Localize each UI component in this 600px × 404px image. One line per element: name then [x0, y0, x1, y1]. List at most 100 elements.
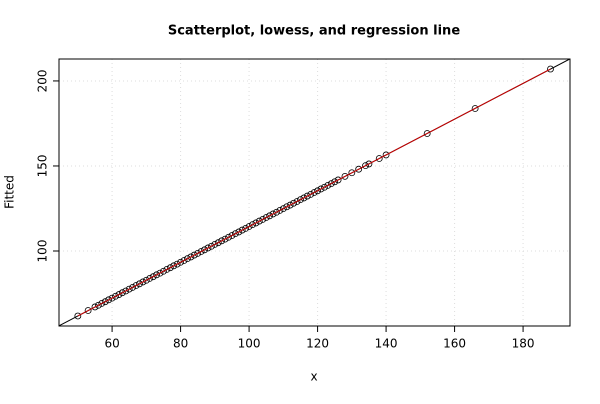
point: [173, 260, 181, 268]
point: [211, 240, 219, 248]
point: [225, 233, 232, 241]
point: [471, 105, 479, 112]
lowess-line: [77, 68, 551, 317]
point: [149, 273, 157, 281]
y-tick-label: 200: [36, 69, 50, 92]
point: [341, 172, 349, 180]
point: [163, 265, 171, 273]
point: [98, 299, 106, 307]
point: [255, 217, 263, 225]
point: [362, 162, 369, 170]
point: [180, 257, 188, 264]
x-tick-label: 100: [238, 337, 261, 351]
point: [423, 130, 431, 137]
point: [197, 248, 205, 255]
point: [201, 246, 208, 254]
x-tick-label: 180: [512, 337, 535, 351]
point: [266, 212, 274, 220]
point: [166, 264, 174, 272]
plot-frame: [58, 58, 571, 327]
y-tick-label: 150: [36, 155, 50, 178]
point: [283, 203, 291, 211]
point: [153, 271, 161, 279]
point: [321, 183, 328, 191]
point: [348, 169, 356, 177]
chart-title: Scatterplot, lowess, and regression line: [168, 24, 460, 39]
point: [190, 251, 198, 259]
point: [218, 237, 226, 245]
point: [208, 242, 215, 250]
point: [84, 307, 92, 314]
point: [382, 151, 390, 159]
point: [108, 294, 116, 302]
point: [279, 205, 287, 213]
y-tick-label: 100: [36, 240, 50, 263]
point: [112, 292, 119, 300]
point: [94, 301, 102, 309]
point: [142, 276, 150, 284]
point: [331, 178, 339, 186]
point: [286, 201, 294, 209]
point: [324, 181, 332, 189]
point: [355, 165, 363, 173]
point: [303, 192, 311, 200]
point: [231, 230, 239, 238]
point: [259, 215, 267, 223]
point: [317, 185, 325, 193]
point: [245, 223, 253, 230]
point: [177, 258, 184, 266]
x-tick-label: 160: [443, 337, 466, 351]
point: [214, 239, 222, 247]
point: [74, 312, 82, 320]
point: [249, 221, 256, 229]
point: [194, 249, 202, 257]
point: [297, 196, 304, 204]
point: [139, 278, 147, 286]
point: [91, 303, 99, 311]
point: [160, 267, 167, 275]
point: [184, 255, 191, 263]
point: [242, 224, 250, 232]
point: [125, 285, 133, 293]
point: [307, 190, 315, 198]
point: [136, 280, 143, 288]
point: [252, 219, 260, 227]
point: [547, 65, 554, 73]
y-axis-label: Fitted: [3, 175, 17, 209]
point: [365, 160, 373, 168]
point: [293, 198, 301, 205]
point: [334, 176, 342, 184]
x-axis-label: x: [310, 370, 317, 384]
point: [156, 269, 164, 277]
x-tick-label: 80: [173, 337, 188, 351]
point: [290, 199, 298, 207]
point: [101, 298, 109, 306]
point: [310, 189, 318, 196]
point: [221, 235, 229, 243]
point: [105, 296, 113, 304]
point: [375, 155, 383, 162]
point: [228, 232, 236, 239]
point: [262, 214, 270, 221]
point: [235, 228, 243, 236]
point: [129, 283, 137, 291]
x-tick-label: 60: [104, 337, 119, 351]
point: [122, 287, 130, 295]
point: [314, 187, 321, 195]
point: [273, 208, 280, 216]
point: [118, 289, 126, 297]
point: [170, 262, 178, 270]
point: [269, 210, 277, 218]
point: [204, 244, 212, 252]
x-tick-label: 140: [375, 337, 398, 351]
point: [327, 180, 335, 188]
point: [187, 253, 195, 261]
x-tick-label: 120: [306, 337, 329, 351]
point: [276, 206, 284, 214]
point: [300, 194, 308, 202]
point: [146, 274, 154, 282]
point: [238, 226, 246, 234]
point: [132, 282, 140, 289]
